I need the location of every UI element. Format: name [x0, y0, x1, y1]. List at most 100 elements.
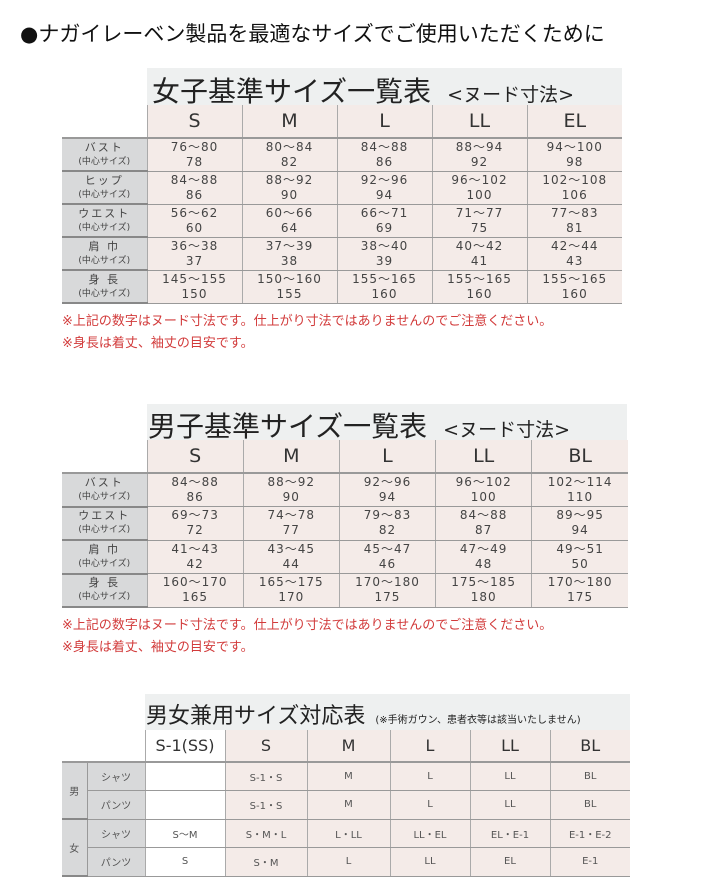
size-cell: M — [306, 762, 390, 791]
center-value: 175 — [567, 590, 594, 605]
table-row: 身 長 (中心サイズ) 145〜155 150 150〜160 155 155〜165 160… — [62, 270, 622, 304]
size-cell: M — [306, 790, 390, 820]
size-cell: S — [144, 847, 225, 877]
center-size-label: (中心サイズ) — [78, 525, 131, 536]
center-value: 155 — [276, 286, 303, 301]
center-value: 39 — [375, 253, 394, 268]
range-value: 89〜95 — [556, 508, 604, 523]
table-row: バスト (中心サイズ) 84〜88 86 88〜92 90 92〜96 94 96〜102 100… — [62, 473, 628, 508]
size-cell: 88〜92 90 — [242, 473, 340, 507]
men-title-band — [147, 404, 627, 441]
size-header: S — [146, 440, 244, 474]
center-value: 82 — [378, 523, 397, 538]
range-value: 40〜42 — [455, 238, 504, 253]
range-value: 155〜165 — [447, 271, 512, 286]
size-cell: 41〜43 42 — [146, 540, 244, 574]
range-value: 88〜94 — [455, 139, 504, 154]
size-header: L — [389, 730, 470, 763]
measure-name: バスト — [84, 475, 124, 489]
size-cell: 92〜96 94 — [336, 171, 432, 205]
center-value: 46 — [378, 556, 397, 571]
center-value: 64 — [280, 220, 299, 235]
range-value: 60〜66 — [265, 205, 314, 220]
center-value: 82 — [280, 154, 299, 169]
men-subtitle: <ヌード寸法> — [443, 419, 571, 441]
unisex-subtitle: (※手術ガウン、患者衣等は該当いたしません) — [375, 715, 581, 726]
size-cell: S-1・S — [224, 762, 307, 791]
size-cell: 170〜180 175 — [338, 573, 436, 608]
women-note-1: ※上記の数字はヌード寸法です。仕上がり寸法ではありませんのでご注意ください。 — [62, 314, 553, 329]
men-note-1: ※上記の数字はヌード寸法です。仕上がり寸法ではありませんのでご注意ください。 — [62, 618, 553, 633]
unisex-title: 男女兼用サイズ対応表 (※手術ガウン、患者衣等は該当いたしません) — [146, 698, 581, 730]
men-note-2: ※身長は着丈、袖丈の目安です。 — [62, 640, 254, 655]
women-title-text: 女子基準サイズ一覧表 — [152, 75, 432, 108]
size-cell: 49〜51 50 — [531, 540, 628, 574]
size-header: BL — [549, 730, 630, 763]
size-header: M — [241, 105, 337, 139]
center-value: 165 — [182, 590, 209, 605]
range-value: 42〜44 — [550, 238, 599, 253]
header-blank — [62, 730, 145, 763]
center-value: 72 — [186, 523, 204, 538]
center-value: 86 — [185, 187, 204, 202]
center-size-label: (中心サイズ) — [78, 491, 131, 502]
not-applicable-cell — [144, 762, 225, 791]
center-value: 175 — [374, 590, 401, 605]
range-value: 43〜45 — [267, 541, 316, 556]
range-value: 96〜102 — [451, 172, 508, 187]
size-cell: S・M・L — [224, 819, 307, 848]
size-cell: 69〜73 72 — [146, 506, 244, 541]
size-cell: 84〜88 86 — [146, 473, 244, 507]
range-value: 84〜88 — [360, 139, 409, 154]
men-title-text: 男子基準サイズ一覧表 — [148, 410, 428, 443]
size-cell: 165〜175 170 — [242, 573, 340, 608]
table-row: パンツ S-1・S M L LL BL — [62, 790, 630, 820]
size-cell: 155〜165 160 — [336, 270, 432, 304]
center-value: 86 — [186, 490, 204, 504]
range-value: 165〜175 — [258, 575, 324, 590]
range-value: 80〜84 — [265, 139, 314, 154]
size-cell: L — [389, 762, 470, 791]
center-size-label: (中心サイズ) — [78, 189, 131, 200]
table-row: ウエスト (中心サイズ) 69〜73 72 74〜78 77 79〜83 82 84〜88 87 8… — [62, 506, 628, 541]
center-value: 69 — [375, 220, 394, 235]
center-value: 38 — [280, 253, 299, 268]
row-label: ヒップ (中心サイズ) — [62, 171, 147, 205]
size-cell: EL — [469, 847, 550, 877]
measure-name: ヒップ — [84, 173, 124, 187]
size-cell: 155〜165 160 — [431, 270, 527, 304]
size-cell: 150〜160 155 — [241, 270, 337, 304]
not-applicable-cell — [144, 790, 225, 820]
size-cell: 45〜47 46 — [338, 540, 436, 574]
range-value: 160〜170 — [162, 575, 228, 590]
center-value: 110 — [567, 490, 594, 504]
center-value: 77 — [282, 523, 300, 538]
unisex-title-text: 男女兼用サイズ対応表 — [146, 704, 366, 729]
measure-name: 身 長 — [88, 576, 120, 590]
size-cell: 96〜102 100 — [435, 473, 532, 507]
center-size-label: (中心サイズ) — [78, 222, 131, 233]
center-size-label: (中心サイズ) — [78, 558, 131, 569]
range-value: 88〜92 — [267, 475, 316, 489]
range-value: 84〜88 — [171, 475, 219, 489]
size-cell: 155〜165 160 — [526, 270, 622, 304]
range-value: 88〜92 — [265, 172, 314, 187]
size-cell: 88〜92 90 — [241, 171, 337, 205]
size-header: L — [336, 105, 432, 139]
center-value: 78 — [185, 154, 204, 169]
center-value: 94 — [571, 523, 589, 538]
center-value: 75 — [470, 220, 489, 235]
center-value: 87 — [475, 523, 493, 538]
size-cell: 160〜170 165 — [146, 573, 244, 608]
size-cell: BL — [549, 762, 630, 791]
header-row: S M L LL EL — [62, 105, 622, 139]
size-cell: 102〜114 110 — [531, 473, 628, 507]
measure-name: 肩 巾 — [88, 542, 120, 556]
range-value: 45〜47 — [363, 541, 412, 556]
size-cell: EL・E-1 — [469, 819, 550, 848]
size-cell: E-1・E-2 — [549, 819, 630, 848]
range-value: 155〜165 — [542, 271, 608, 286]
table-row: ヒップ (中心サイズ) 84〜88 86 88〜92 90 92〜96 94 96〜102 100… — [62, 171, 622, 205]
header-blank — [62, 440, 147, 474]
range-value: 38〜40 — [360, 238, 409, 253]
